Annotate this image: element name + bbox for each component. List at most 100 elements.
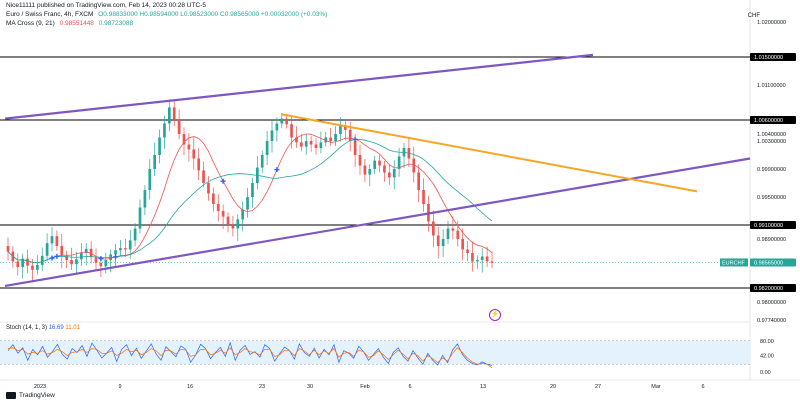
ma-cross-marker [54, 253, 60, 259]
time-tick-label: 6 [408, 384, 411, 390]
candle-body [319, 142, 323, 148]
candle-body [446, 228, 450, 239]
candle-body [334, 134, 337, 141]
stoch-legend[interactable]: Stoch (14, 1, 3) 16.69 11.01 [6, 325, 80, 331]
candle-body [207, 183, 210, 194]
candle-body [35, 264, 39, 270]
tradingview-logo: TradingView [6, 392, 55, 399]
ma-fast-value: 0.98551448 [59, 20, 94, 27]
candle-body [422, 190, 425, 204]
stoch-tick-label: 0.00 [760, 370, 771, 376]
candle-body [285, 118, 289, 125]
symbol-title: Euro / Swiss Franc, 4h, FXCM [6, 11, 94, 18]
candle-body [119, 248, 122, 251]
candle-body [304, 141, 308, 147]
price-tick-label: 0.99900000 [757, 167, 786, 173]
published-info: Nice11111 published on TradingView.com, … [6, 2, 209, 10]
channel-line-lower [4, 157, 751, 287]
ma-cross-marker [113, 254, 119, 260]
candle-body [392, 169, 396, 178]
candle-body [65, 255, 69, 260]
candle-body [368, 169, 372, 175]
time-tick-label: 2023 [34, 384, 46, 390]
candle-body [172, 107, 176, 120]
ma-slow-value: 0.98723088 [98, 20, 134, 27]
candle-body [358, 155, 362, 166]
candle-body [363, 165, 367, 175]
tradingview-logo-icon [6, 392, 16, 399]
candle-body [251, 183, 254, 197]
descending-trendline [281, 113, 698, 193]
candle-body [16, 261, 20, 267]
candle-body [461, 239, 465, 250]
candle-body [143, 190, 147, 208]
candle-body [114, 250, 117, 255]
candle-body [387, 172, 391, 178]
candle-body [211, 193, 215, 204]
candle-body [55, 236, 59, 246]
price-tick-label: 0.97740000 [757, 318, 786, 324]
time-tick-label: 27 [595, 384, 601, 390]
candle-body [167, 107, 171, 124]
candle-body [133, 228, 137, 241]
candle-body [373, 160, 377, 169]
candle-body [99, 262, 103, 267]
ma-fast-line [7, 133, 493, 264]
last-price-tag-label: 0.98565000 [754, 260, 783, 266]
candle-body [26, 258, 29, 266]
candle-body [290, 124, 293, 138]
published-text: Nice11111 published on TradingView.com, … [6, 2, 206, 9]
candle-body [197, 158, 201, 171]
candle-body [339, 125, 342, 134]
candle-body [21, 258, 25, 267]
time-tick-label: 30 [307, 384, 313, 390]
candle-body [451, 228, 455, 231]
ma-cross-label: MA Cross (9, 21) [6, 20, 55, 27]
candle-body [246, 197, 249, 210]
candle-body [436, 235, 440, 246]
candle-body [466, 249, 469, 253]
time-tick-label: Mar [651, 384, 661, 390]
price-tick-label: 1.00300000 [757, 139, 786, 145]
candle-body [397, 156, 401, 169]
candle-body [79, 253, 83, 260]
candle-body [153, 155, 157, 169]
ma-cross-marker [352, 136, 358, 142]
symbol-tag-label: EURCHF [722, 260, 746, 266]
candle-body [324, 137, 328, 143]
time-tick-label: 13 [480, 384, 486, 390]
candle-body [378, 160, 381, 166]
candle-body [260, 155, 264, 168]
candle-body [412, 158, 416, 173]
price-tick-label: 1.00400000 [757, 132, 786, 138]
candle-body [329, 137, 333, 141]
time-tick-label: 9 [118, 384, 121, 390]
stoch-d-value: 11.01 [65, 325, 80, 331]
candle-body [128, 240, 132, 250]
candle-body [431, 221, 435, 236]
candle-body [50, 236, 54, 244]
candle-body [148, 169, 152, 190]
candle-body [45, 243, 49, 256]
ma-cross-legend[interactable]: MA Cross (9, 21) 0.98551448 0.98723088 [6, 20, 136, 28]
candle-body [70, 260, 73, 265]
price-tick-label: 0.99500000 [757, 195, 786, 201]
candle-body [84, 248, 88, 253]
candle-body [353, 141, 357, 155]
level-price-tag [750, 284, 796, 292]
candle-body [216, 204, 220, 211]
candle-body [456, 230, 460, 239]
candle-body [226, 216, 230, 225]
candle-body [182, 134, 186, 145]
alert-icon[interactable]: ⚡ [489, 309, 501, 321]
candle-body [490, 261, 494, 263]
candle-body [299, 142, 303, 147]
time-tick-label: 16 [187, 384, 193, 390]
level-price-tag-label: 1.00600000 [754, 118, 783, 124]
candle-body [275, 123, 279, 131]
candle-body [221, 211, 225, 217]
candle-body [343, 125, 347, 130]
level-price-tag-label: 0.99100000 [754, 223, 783, 229]
candle-body [485, 256, 489, 262]
